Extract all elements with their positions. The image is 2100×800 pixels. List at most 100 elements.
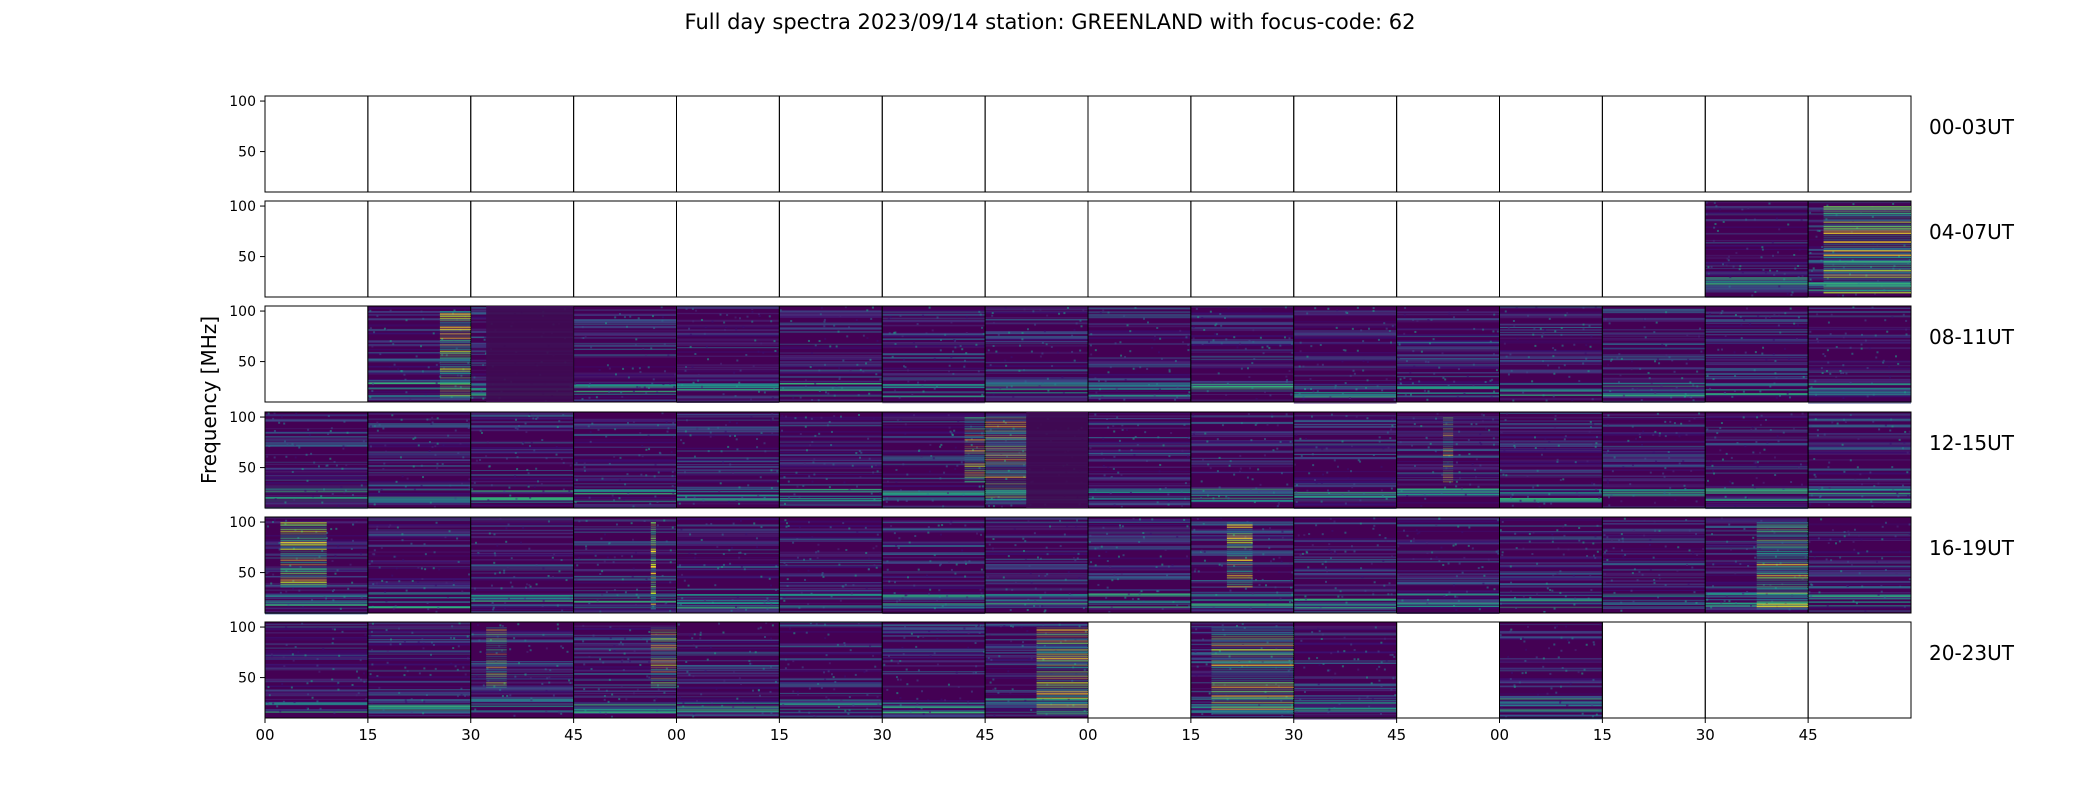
empty-panel: [1396, 95, 1500, 193]
x-tick-label: 30: [1696, 726, 1715, 744]
y-tick-label: 50: [238, 250, 256, 266]
empty-panel: [676, 200, 780, 298]
empty-panel: [1087, 200, 1192, 298]
radio-burst: [650, 522, 656, 610]
radio-burst: [964, 417, 986, 483]
spectrogram-panel: [1088, 306, 1191, 402]
empty-panel: [881, 200, 986, 298]
spectra-row-16-19UT: 50 100 16-19UT: [229, 515, 2015, 615]
row-label: 04-07UT: [1929, 220, 2015, 244]
y-tick-label: 100: [229, 94, 256, 110]
empty-panel: [1601, 621, 1706, 719]
spectrogram-panel: [1088, 412, 1191, 508]
x-tick-label: 15: [770, 726, 789, 744]
spectrogram-panel: [676, 306, 780, 403]
empty-panel: [1601, 95, 1706, 193]
y-tick-label: 50: [238, 145, 256, 161]
radio-burst: [1226, 522, 1253, 588]
x-tick-label: 00: [1490, 726, 1509, 744]
row-label: 08-11UT: [1929, 325, 2015, 349]
spectrogram-panel: [470, 412, 574, 508]
empty-panel: [984, 95, 1089, 193]
empty-panel: [778, 200, 883, 298]
radio-burst: [1036, 627, 1088, 715]
empty-panel: [778, 95, 883, 193]
empty-panel: [573, 95, 677, 193]
spectrogram-panel: [367, 517, 471, 613]
x-tick-label: 45: [976, 726, 995, 744]
spectrogram-panel: [367, 622, 471, 718]
x-tick-label: 30: [873, 726, 892, 744]
empty-panel: [1190, 95, 1295, 193]
radio-burst: [650, 627, 677, 689]
radio-burst: [985, 417, 1027, 505]
radio-burst: [486, 627, 507, 689]
empty-panel: [264, 305, 369, 403]
panel-frame: [1807, 305, 1912, 403]
empty-panel: [264, 95, 369, 193]
spectrogram-panel: [573, 622, 677, 718]
spectrogram-panel: [1808, 306, 1911, 404]
spectrogram-panel: [779, 517, 883, 613]
spectrogram-panel: [470, 517, 574, 613]
radio-burst: [439, 311, 471, 399]
y-tick-label: 50: [238, 671, 256, 687]
spectrogram-panel: [573, 517, 677, 614]
spectrogram-panel: [882, 412, 986, 508]
x-tick-label: 45: [1387, 726, 1406, 744]
spectrogram-panel: [1499, 622, 1603, 720]
empty-panel: [1293, 200, 1398, 298]
spectrogram-panel: [779, 622, 883, 719]
spectrogram-panel: [985, 306, 1088, 402]
spectrogram-panel: [573, 306, 677, 402]
spectrogram-panel: [367, 412, 471, 508]
spectrogram-panel: [573, 412, 677, 509]
empty-panel: [573, 200, 677, 298]
spectrogram-panel: [1190, 517, 1294, 613]
radio-burst: [1756, 522, 1809, 610]
y-tick-label: 100: [229, 410, 256, 426]
y-tick-label: 100: [229, 199, 256, 215]
radio-burst: [1442, 417, 1454, 483]
empty-panel: [881, 95, 986, 193]
empty-panel: [1087, 95, 1192, 193]
spectrogram-panel: [1396, 306, 1500, 402]
empty-panel: [367, 95, 472, 193]
x-tick-label: 15: [1593, 726, 1612, 744]
y-tick-label: 50: [238, 566, 256, 582]
spectrogram-panel: [470, 622, 574, 718]
row-label: 12-15UT: [1929, 431, 2015, 455]
spectrogram-panel: [1602, 517, 1706, 613]
spectrogram-panel: [1190, 412, 1294, 508]
empty-panel: [1499, 200, 1603, 298]
empty-panel: [1704, 95, 1809, 193]
spectrogram-panel: [1705, 201, 1809, 298]
x-tick-label: 15: [358, 726, 377, 744]
panel-frame: [1807, 411, 1912, 509]
x-tick-label: 00: [667, 726, 686, 744]
spectrogram-panel: [882, 622, 986, 719]
spectrogram-panel: [1808, 517, 1911, 613]
spectrogram-panel: [1499, 306, 1603, 402]
empty-panel: [1704, 621, 1809, 719]
empty-panel: [1601, 200, 1706, 298]
radio-burst: [280, 522, 327, 588]
spectrogram-panel: [1293, 517, 1397, 613]
y-tick-label: 100: [229, 515, 256, 531]
spectrogram-panel: [1293, 306, 1397, 404]
y-tick-label: 50: [238, 461, 256, 477]
empty-panel: [367, 200, 472, 298]
spectrogram-panel: [1293, 622, 1397, 720]
x-tick-label: 30: [1284, 726, 1303, 744]
spectra-row-20-23UT: 50 100 20-23UT: [229, 620, 2015, 720]
empty-panel: [264, 200, 369, 298]
empty-panel: [1396, 200, 1500, 298]
empty-panel: [1087, 621, 1192, 719]
spectrogram-panel: [676, 412, 780, 508]
x-tick-label: 00: [1078, 726, 1097, 744]
spectrogram-panel: [882, 517, 986, 615]
x-tick-label: 45: [1799, 726, 1818, 744]
y-tick-label: 100: [229, 304, 256, 320]
row-label: 16-19UT: [1929, 536, 2015, 560]
